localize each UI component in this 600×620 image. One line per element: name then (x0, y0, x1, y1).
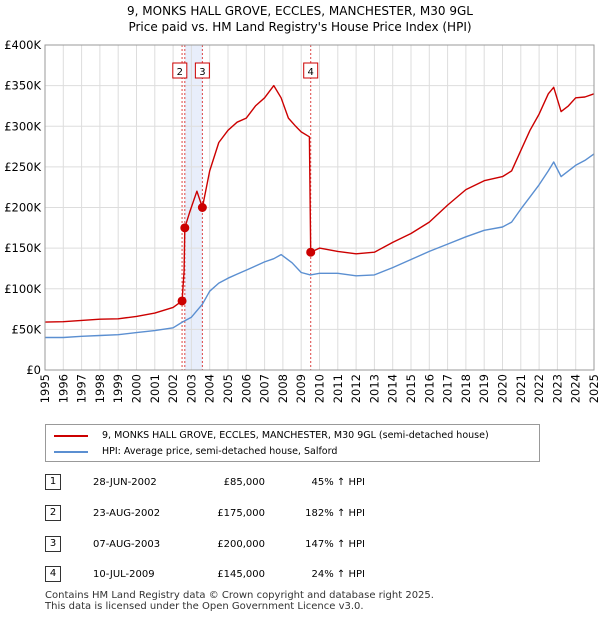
x-tick-label: 1997 (75, 374, 89, 403)
transaction-price: £175,000 (217, 508, 265, 519)
x-tick-label: 2003 (184, 374, 198, 403)
x-tick-label: 2018 (459, 374, 473, 403)
sale-label-frame (172, 62, 188, 79)
x-tick-label: 2023 (550, 374, 564, 403)
y-tick-label: £200K (4, 201, 41, 215)
property-price-line (44, 84, 595, 323)
x-tick-label: 2017 (441, 374, 455, 403)
x-tick-label: 2019 (477, 374, 491, 403)
transaction-date: 28-JUN-2002 (93, 477, 157, 488)
transaction-number-badge: 1 (45, 474, 61, 490)
x-tick-label: 2021 (514, 374, 528, 403)
y-tick-label: £0 (26, 363, 41, 377)
x-tick-label: 2000 (130, 374, 144, 403)
x-tick-label: 2008 (276, 374, 290, 403)
sale-label-frame (194, 62, 210, 79)
transaction-number-badge: 3 (45, 536, 61, 552)
sale-label-text: 2 (177, 67, 183, 78)
transaction-price: £145,000 (217, 569, 265, 580)
y-tick-label: £300K (4, 119, 41, 133)
y-tick-label: £100K (4, 282, 41, 296)
x-tick-label: 1999 (111, 374, 125, 403)
legend-label-hpi: HPI: Average price, semi-detached house,… (102, 446, 338, 457)
legend-swatch-hpi (54, 451, 88, 453)
x-tick-label: 2024 (569, 374, 583, 403)
plot-frame (44, 44, 595, 371)
transaction-date: 07-AUG-2003 (93, 539, 161, 550)
transaction-hpi-change: 147% ↑ HPI (305, 539, 365, 550)
price-chart: 2 3 4 £0 £50K £100K £150K £200K £250K £300K £350K… (4, 38, 600, 403)
sale-label-box: 2 (172, 62, 188, 79)
sale-point (180, 223, 190, 233)
transaction-date: 10-JUL-2009 (93, 569, 155, 580)
x-tick-label: 2014 (386, 374, 400, 403)
transaction-hpi-change: 24% ↑ HPI (311, 569, 365, 580)
x-tick-label: 2002 (166, 374, 180, 403)
x-tick-label: 2022 (532, 374, 546, 403)
sale-label-text: 4 (308, 67, 314, 78)
x-tick-label: 1998 (93, 374, 107, 403)
sale-label-frame (303, 62, 319, 79)
sale-point (177, 296, 187, 306)
y-tick-label: £150K (4, 241, 41, 255)
transaction-hpi-change: 45% ↑ HPI (311, 477, 365, 488)
sale-label-box: 3 (194, 62, 210, 79)
chart-legend: 9, MONKS HALL GROVE, ECCLES, MANCHESTER,… (45, 424, 540, 462)
transaction-hpi-change: 182% ↑ HPI (305, 508, 365, 519)
x-tick-label: 2010 (313, 374, 327, 403)
y-tick-label: £50K (12, 322, 42, 336)
x-tick-label: 2004 (203, 374, 217, 403)
transaction-price: £200,000 (217, 539, 265, 550)
sale-point (306, 247, 316, 257)
legend-label-property: 9, MONKS HALL GROVE, ECCLES, MANCHESTER,… (102, 430, 489, 441)
transaction-price: £85,000 (223, 477, 265, 488)
x-tick-label: 2009 (294, 374, 308, 403)
transaction-date: 23-AUG-2002 (93, 508, 161, 519)
x-tick-label: 2016 (422, 374, 436, 403)
x-tick-label: 2001 (148, 374, 162, 403)
x-tick-label: 2012 (349, 374, 363, 403)
chart-subtitle: Price paid vs. HM Land Registry's House … (128, 20, 472, 34)
sale-label-text: 3 (199, 67, 205, 78)
y-tick-label: £400K (4, 38, 41, 52)
x-tick-label: 2011 (331, 374, 345, 403)
x-tick-label: 2015 (404, 374, 418, 403)
y-tick-label: £250K (4, 160, 41, 174)
sale-point (197, 203, 207, 212)
transaction-number-badge: 2 (45, 505, 61, 521)
footer-copyright: Contains HM Land Registry data © Crown c… (45, 590, 434, 601)
x-tick-label: 2020 (496, 374, 510, 403)
x-tick-label: 2005 (221, 374, 235, 403)
x-tick-label: 2006 (239, 374, 253, 403)
chart-title: 9, MONKS HALL GROVE, ECCLES, MANCHESTER,… (127, 4, 473, 18)
sale-label-box: 4 (303, 62, 319, 79)
hpi-line (45, 153, 595, 339)
x-tick-label: 1996 (56, 374, 70, 403)
x-tick-label: 1995 (38, 374, 52, 403)
x-tick-label: 2025 (587, 374, 600, 403)
footer-licence: This data is licensed under the Open Gov… (45, 601, 364, 612)
transaction-number-badge: 4 (45, 566, 61, 582)
x-tick-label: 2007 (258, 374, 272, 403)
legend-swatch-property (54, 435, 88, 437)
x-tick-label: 2013 (367, 374, 381, 403)
y-tick-label: £350K (4, 79, 41, 93)
